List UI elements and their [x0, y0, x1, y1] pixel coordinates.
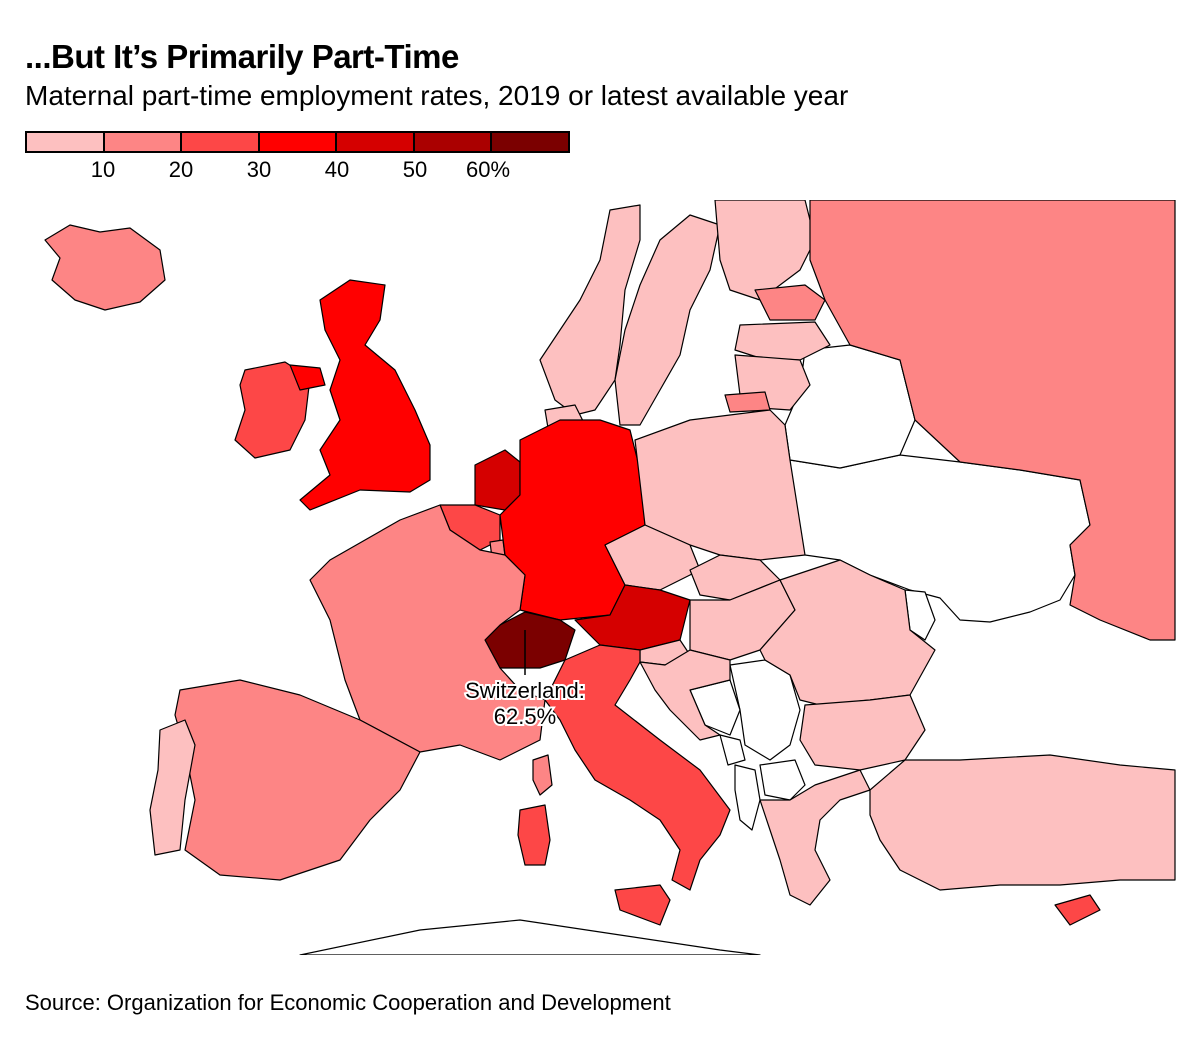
country-iceland [44, 224, 166, 311]
country-sardinia [517, 804, 551, 866]
country-estonia [754, 284, 826, 321]
chart-title: ...But It’s Primarily Part-Time [25, 38, 459, 75]
legend-swatches [25, 131, 570, 153]
country-northern-ireland [289, 364, 326, 391]
country-greece [759, 769, 871, 906]
legend-tick-60: 60% [465, 157, 511, 182]
country-finland [714, 200, 816, 301]
legend-swatch-0-10 [27, 133, 103, 151]
legend-swatch-10-20 [102, 133, 181, 151]
legend-swatch-30-40 [257, 133, 336, 151]
country-albania [734, 764, 761, 831]
callout-value: 62.5% [494, 704, 556, 729]
country-montenegro [719, 734, 746, 766]
legend-swatch-20-30 [180, 133, 258, 151]
legend-swatch-40-50 [335, 133, 413, 151]
chart-subtitle: Maternal part-time employment rates, 201… [25, 80, 849, 111]
country-africa [299, 919, 761, 955]
country-sweden [614, 214, 721, 426]
europe-map: Switzerland: 62.5% [44, 200, 1176, 955]
country-italy [544, 644, 731, 891]
callout-label: Switzerland: 62.5% [463, 630, 587, 731]
legend-swatch-60+ [490, 133, 569, 151]
country-north-macedonia [759, 759, 806, 801]
country-sicily [614, 884, 671, 926]
country-united-kingdom [299, 279, 431, 511]
country-switzerland [484, 611, 576, 669]
country-belarus [784, 344, 916, 469]
country-france [309, 504, 546, 761]
country-croatia [639, 649, 731, 741]
country-kaliningrad [724, 391, 771, 413]
country-bulgaria [799, 694, 926, 771]
legend-tick-50: 50 [402, 157, 428, 182]
country-cyprus [1054, 894, 1101, 926]
color-legend: 10 20 30 40 50 60% [25, 131, 570, 191]
country-corsica [532, 754, 553, 796]
country-portugal [149, 719, 196, 856]
country-russia [809, 200, 1176, 641]
legend-tick-40: 40 [324, 157, 350, 182]
legend-tick-20: 20 [168, 157, 194, 182]
legend-swatch-50-60 [412, 133, 491, 151]
legend-tick-30: 30 [246, 157, 272, 182]
source-note: Source: Organization for Economic Cooper… [25, 990, 671, 1015]
callout-country: Switzerland: [465, 678, 585, 703]
legend-tick-10: 10 [90, 157, 116, 182]
country-turkey [869, 754, 1176, 891]
